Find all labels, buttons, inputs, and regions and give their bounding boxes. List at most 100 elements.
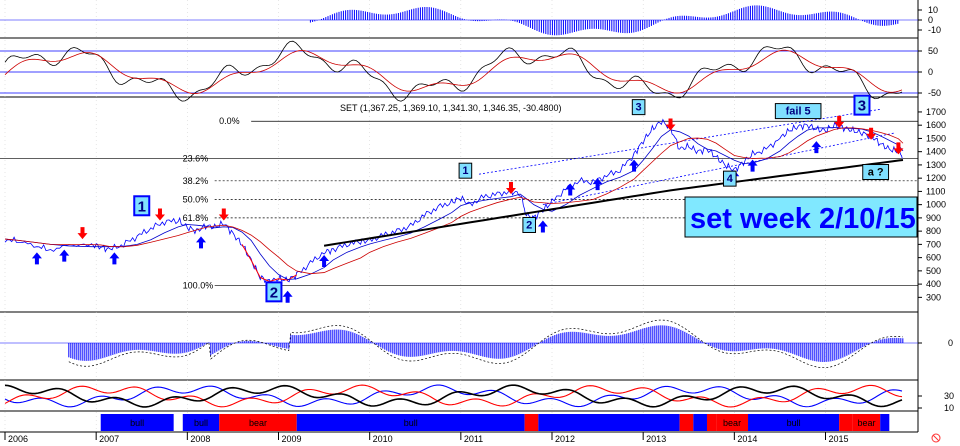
regime-segment bbox=[706, 414, 717, 431]
wave-label-box bbox=[458, 162, 473, 179]
wave-label-box bbox=[722, 170, 737, 187]
macd-histogram-panel bbox=[0, 319, 918, 369]
headline-box: set week 2/10/15 bbox=[684, 196, 918, 238]
regime-segment bbox=[219, 414, 297, 431]
oscillator-d-line bbox=[4, 49, 903, 95]
panel1-tick-label: -10 bbox=[928, 25, 941, 35]
price-tick-label: 1400 bbox=[926, 147, 946, 157]
wave-label-box bbox=[522, 216, 537, 233]
regime-segment bbox=[693, 414, 707, 431]
price-tick-label: 1700 bbox=[926, 107, 946, 117]
price-tick-label: 1100 bbox=[926, 186, 945, 196]
price-tick-label: 300 bbox=[926, 292, 941, 302]
regime-bar: bull bull bear bull bear bull bear bbox=[100, 414, 890, 431]
regime-segment bbox=[524, 414, 539, 431]
regime-segment bbox=[852, 414, 881, 431]
wave-label-box bbox=[133, 195, 151, 217]
ma-fast bbox=[4, 127, 904, 280]
regime-label: bear bbox=[723, 418, 741, 428]
x-tick-label: 2007 bbox=[99, 434, 119, 444]
regime-label: bull bbox=[130, 418, 144, 428]
regime-segment bbox=[880, 414, 890, 431]
regime-segment bbox=[182, 414, 220, 431]
buy-arrow bbox=[811, 141, 822, 154]
y-axes: 100-10500-501700160015001400130012001100… bbox=[918, 5, 954, 413]
regime-label: bear bbox=[858, 418, 876, 428]
regime-label: bull bbox=[194, 418, 208, 428]
buy-arrow bbox=[747, 159, 758, 172]
price-tick-label: 1600 bbox=[926, 120, 946, 130]
price-tick-label: 1500 bbox=[926, 133, 946, 143]
fibonacci-label: 61.8% bbox=[183, 213, 209, 223]
x-tick-label: 2010 bbox=[373, 434, 393, 444]
regime-label: bear bbox=[249, 418, 267, 428]
panel1-tick-label: 10 bbox=[928, 5, 938, 15]
wave-label: 1 bbox=[462, 165, 468, 177]
wave-label-box bbox=[774, 103, 822, 120]
headline-text: set week 2/10/15 bbox=[690, 203, 916, 235]
ma-long bbox=[323, 158, 904, 247]
price-tick-label: 500 bbox=[926, 266, 941, 276]
price-tick-label: 600 bbox=[926, 253, 941, 263]
wave-label: 2 bbox=[270, 284, 278, 301]
panel2-tick-label: -50 bbox=[928, 88, 941, 98]
x-tick-label: 2006 bbox=[8, 434, 28, 444]
dmi-panel bbox=[4, 384, 903, 408]
buy-arrow bbox=[59, 249, 70, 262]
wave-label: a ? bbox=[868, 167, 884, 179]
buy-arrow bbox=[109, 252, 120, 265]
regime-segment bbox=[716, 414, 749, 431]
buy-arrow bbox=[592, 178, 603, 191]
regime-segment bbox=[679, 414, 694, 431]
wave-label-box bbox=[862, 164, 890, 181]
price-tick-label: 1000 bbox=[926, 200, 946, 210]
sell-arrow bbox=[866, 127, 877, 140]
buy-arrow bbox=[565, 183, 576, 196]
wave-label-box bbox=[853, 94, 871, 116]
x-tick-label: 2009 bbox=[282, 434, 302, 444]
adx-line bbox=[4, 384, 903, 408]
panel3-tick-label: 0 bbox=[948, 338, 953, 348]
price-tick-label: 400 bbox=[926, 279, 941, 289]
regime-segment bbox=[839, 414, 853, 431]
buy-arrow bbox=[196, 236, 207, 249]
sell-arrow bbox=[893, 142, 904, 155]
wave-label: 2 bbox=[526, 219, 532, 231]
panel2-tick-label: 0 bbox=[928, 67, 933, 77]
wave-label: 4 bbox=[727, 173, 734, 185]
x-tick-label: 2013 bbox=[646, 434, 666, 444]
fibonacci-label: 100.0% bbox=[183, 280, 214, 290]
price-tick-label: 900 bbox=[926, 213, 941, 223]
buy-arrow bbox=[31, 252, 42, 265]
sell-arrow bbox=[665, 118, 676, 131]
sell-arrow bbox=[834, 115, 845, 128]
sell-arrow bbox=[154, 208, 165, 221]
panel4-tick-label: 30 bbox=[944, 391, 954, 401]
warning-icon bbox=[931, 433, 941, 443]
x-axis: 2006 2007 2008 2009 2010 2011 2012 2013 2014 2015 bbox=[0, 431, 918, 444]
regime-label: bull bbox=[787, 418, 801, 428]
buy-arrow bbox=[537, 220, 548, 233]
x-tick-label: 2014 bbox=[737, 434, 757, 444]
chart-title: SET (1,367.25, 1,369.10, 1,341.30, 1,346… bbox=[340, 103, 562, 113]
x-tick-label: 2011 bbox=[464, 434, 483, 444]
ma-mid bbox=[4, 127, 904, 275]
price-panel: 0.0% 23.6% 38.2% 50.0% 61.8% 100.0% 1 2 1 2 3 4 fail… bbox=[0, 94, 918, 303]
wave-label-box bbox=[265, 281, 283, 303]
wave-label: 3 bbox=[858, 98, 866, 115]
fibonacci-label: 50.0% bbox=[183, 194, 209, 204]
momentum-histogram-panel bbox=[0, 5, 918, 36]
regime-segment bbox=[100, 414, 174, 431]
sell-arrow bbox=[218, 208, 229, 221]
panel4-tick-label: 10 bbox=[944, 403, 954, 413]
fibonacci-label: 0.0% bbox=[219, 116, 240, 126]
fibonacci-label: 23.6% bbox=[183, 153, 209, 163]
oscillator-panel bbox=[0, 40, 918, 102]
price-tick-label: 800 bbox=[926, 226, 941, 236]
price-tick-label: 1200 bbox=[926, 173, 946, 183]
regime-label: bull bbox=[404, 418, 418, 428]
x-tick-label: 2008 bbox=[190, 434, 210, 444]
wave-label: 1 bbox=[138, 198, 146, 215]
macd-signal bbox=[68, 319, 903, 369]
